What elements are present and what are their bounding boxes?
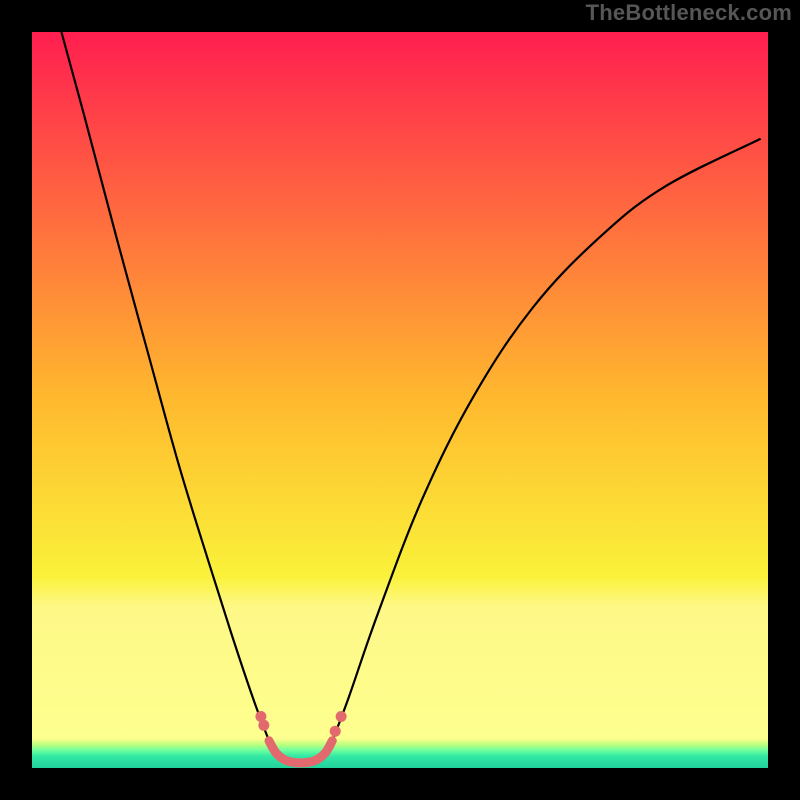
plot-area	[32, 32, 768, 768]
marker-dot	[255, 711, 266, 722]
marker-dot	[336, 711, 347, 722]
chart-container: TheBottleneck.com	[0, 0, 800, 800]
watermark-text: TheBottleneck.com	[586, 0, 792, 26]
bottleneck-chart	[0, 0, 800, 800]
marker-dot	[330, 726, 341, 737]
